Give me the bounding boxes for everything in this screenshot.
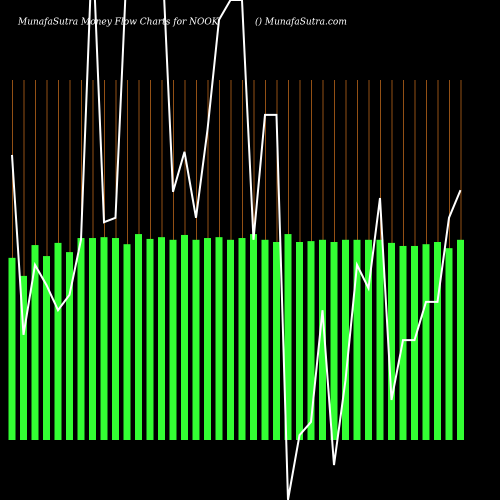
bar: [215, 237, 223, 440]
bar: [457, 239, 464, 440]
bar: [89, 238, 96, 440]
bar: [227, 239, 234, 440]
line: [11, 0, 462, 500]
bar: [158, 237, 165, 440]
bar: [330, 242, 338, 440]
bar: [112, 238, 119, 440]
bar: [250, 234, 257, 440]
bar: [284, 234, 292, 440]
bar: [100, 237, 108, 440]
bar: [296, 242, 303, 440]
bar: [353, 239, 361, 440]
bar: [319, 239, 326, 440]
bar: [445, 248, 453, 440]
bar: [66, 252, 73, 440]
bar: [411, 245, 418, 440]
bar: [307, 241, 315, 440]
bar: [43, 256, 50, 440]
bar: [376, 239, 384, 440]
bar: [135, 234, 142, 440]
bar: [342, 239, 349, 440]
bar: [54, 242, 62, 440]
bar: [434, 242, 441, 440]
bar: [204, 238, 211, 440]
bar: [388, 242, 395, 440]
bar: [123, 244, 131, 440]
bar: [192, 239, 200, 440]
bar: [261, 239, 269, 440]
bar: [273, 242, 280, 440]
bar: [422, 244, 430, 440]
bar: [146, 238, 154, 440]
bar: [238, 238, 246, 440]
bar: [169, 239, 177, 440]
bar: [77, 238, 85, 440]
bar: [8, 257, 16, 440]
bar: [20, 275, 27, 440]
chart-subtitle: () MunafaSutra.com: [255, 17, 347, 28]
bar: [365, 239, 372, 440]
bar: [31, 245, 39, 440]
bar: [181, 234, 188, 440]
chart-title: MunafaSutra Money Flow Charts for NOOK: [17, 18, 220, 28]
plot: [8, 0, 464, 500]
